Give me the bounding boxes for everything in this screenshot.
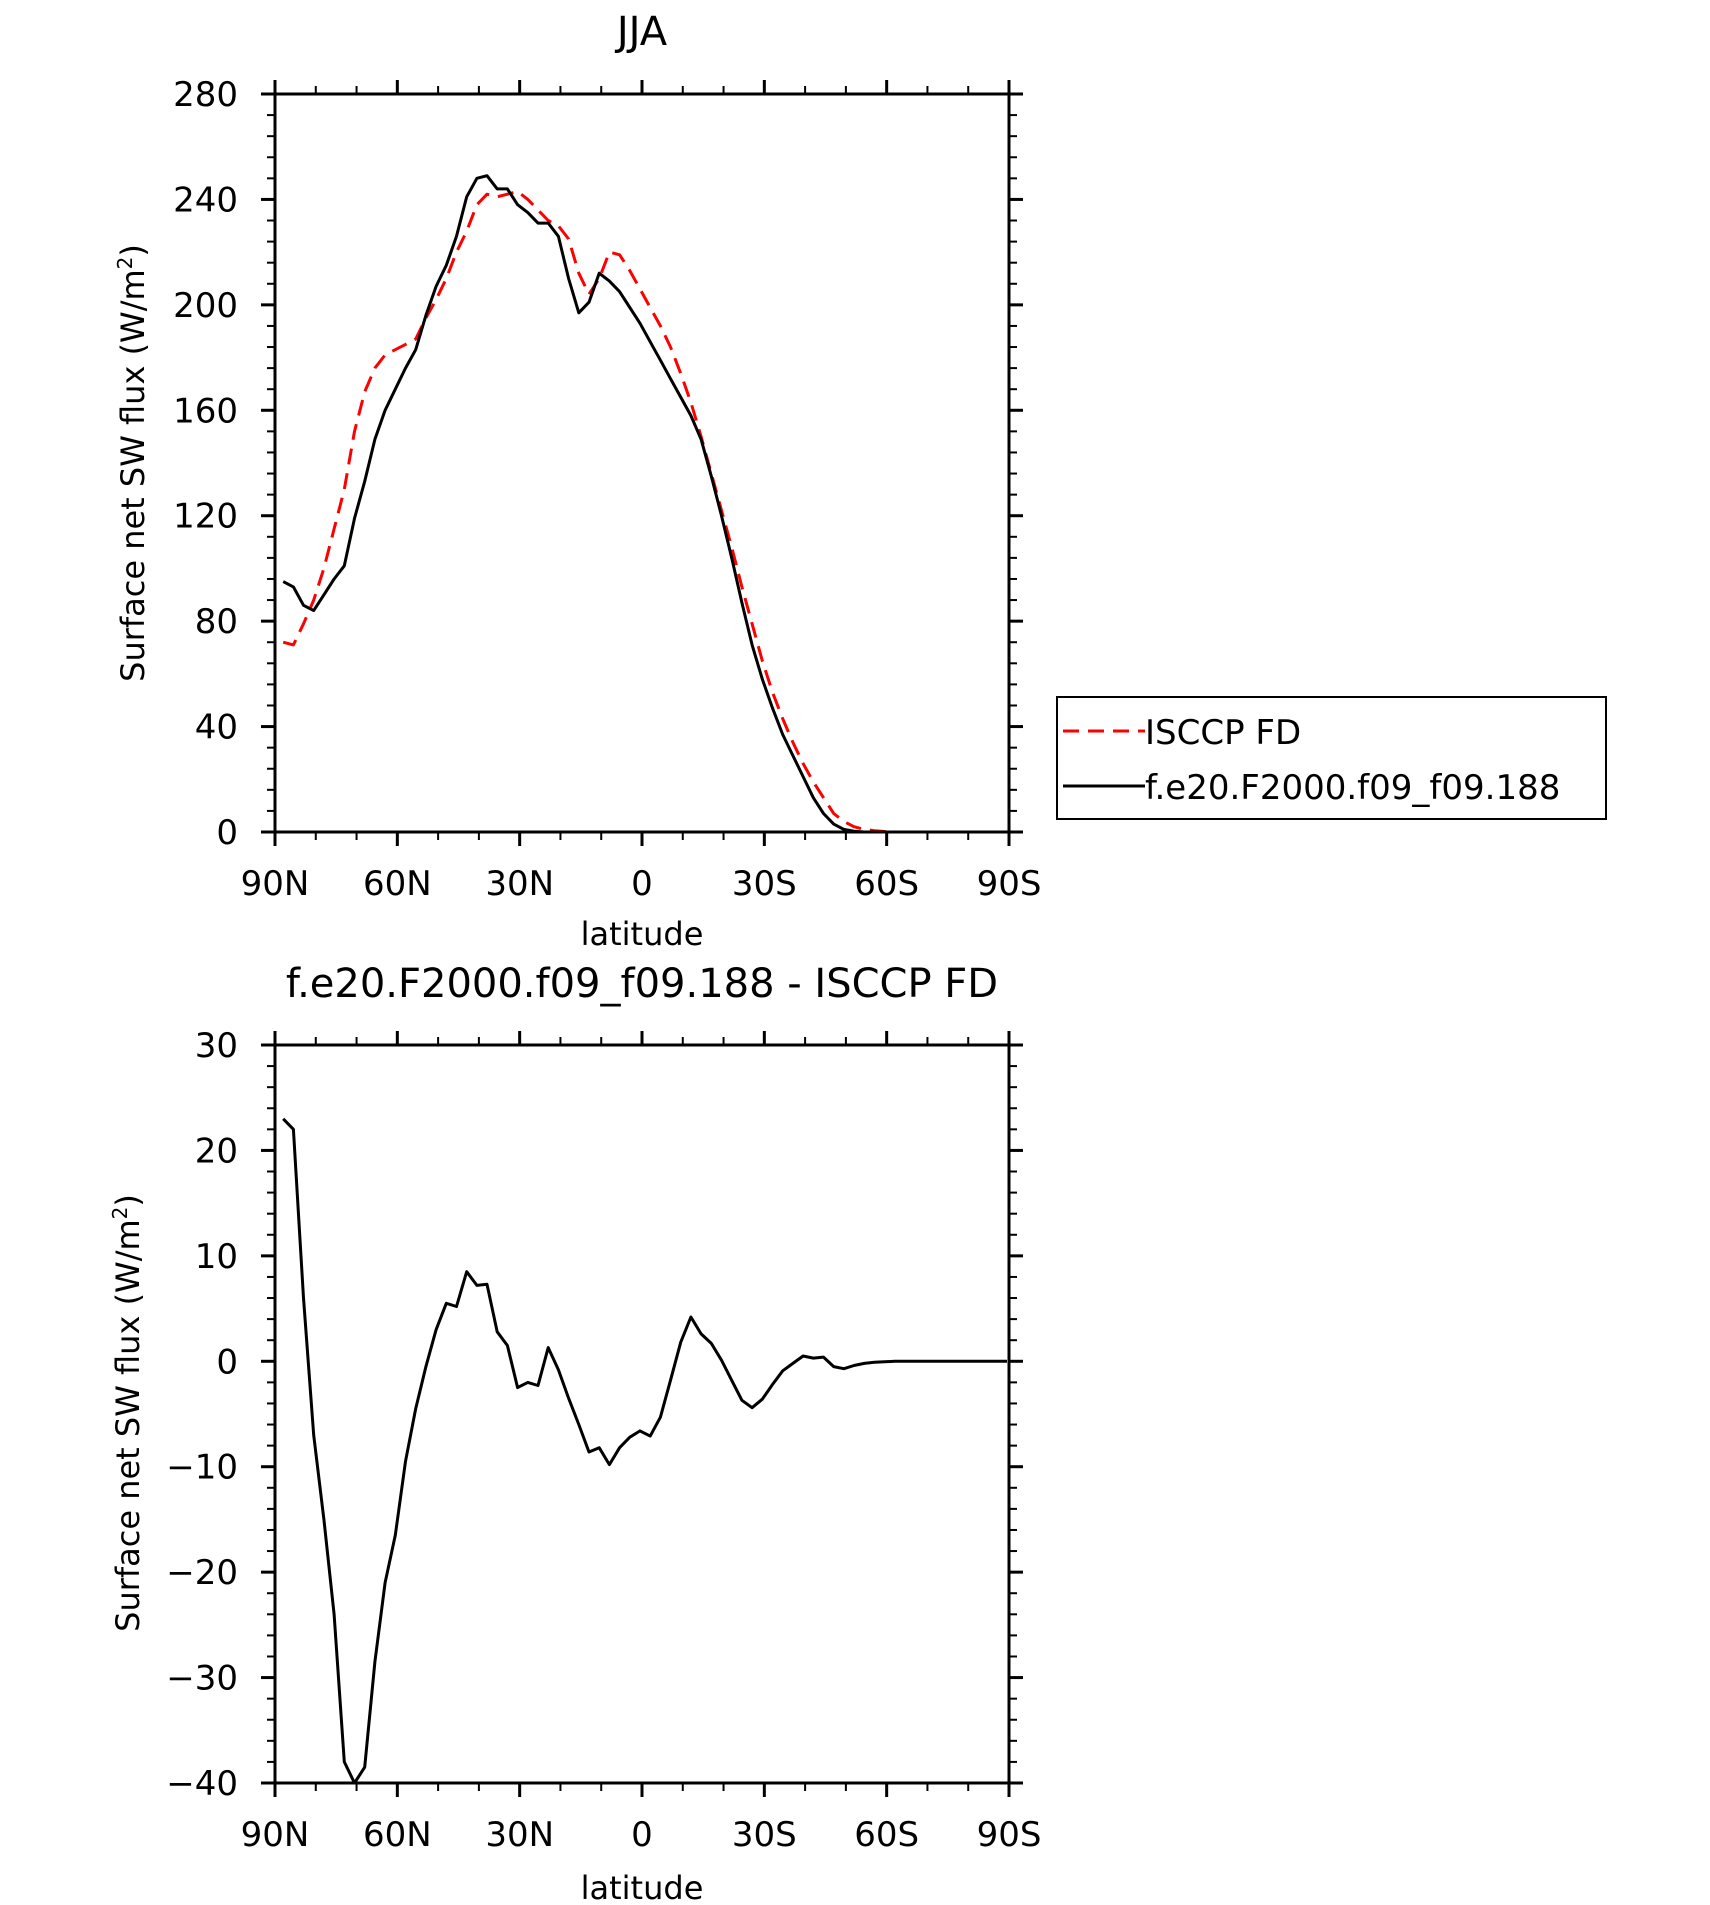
chart-title: f.e20.F2000.f09_f09.188 - ISCCP FD bbox=[286, 961, 998, 1007]
y-tick-label: −40 bbox=[166, 1764, 238, 1804]
chart-difference: f.e20.F2000.f09_f09.188 - ISCCP FD 90N 60… bbox=[108, 961, 1041, 1905]
x-tick-label: 90N bbox=[241, 864, 310, 904]
x-tick-label: 30N bbox=[485, 1815, 554, 1855]
y-tick-labels: −40 −30 −20 −10 0 10 20 30 bbox=[166, 1026, 238, 1804]
x-tick-labels: 90N 60N 30N 0 30S 60S 90S bbox=[241, 864, 1042, 904]
x-tick-label: 90S bbox=[977, 1815, 1042, 1855]
legend-label-isccp: ISCCP FD bbox=[1145, 713, 1301, 753]
y-tick-label: −10 bbox=[166, 1448, 238, 1488]
y-tick-label: 30 bbox=[195, 1026, 238, 1066]
y-tick-label: 120 bbox=[173, 497, 238, 537]
y-tick-label: −30 bbox=[166, 1659, 238, 1699]
y-tick-label: 240 bbox=[173, 180, 238, 220]
x-tick-label: 60S bbox=[854, 864, 919, 904]
plot-frame bbox=[273, 1043, 1011, 1785]
tick-marks bbox=[261, 80, 1023, 846]
x-tick-label: 60N bbox=[363, 1815, 432, 1855]
x-tick-label: 30N bbox=[485, 864, 554, 904]
x-tick-label: 60N bbox=[363, 864, 432, 904]
y-tick-label: 0 bbox=[216, 813, 238, 853]
y-axis-label: Surface net SW flux (W/m2) bbox=[108, 1194, 147, 1632]
y-tick-label: 160 bbox=[173, 391, 238, 431]
legend-box bbox=[1056, 696, 1607, 820]
y-tick-label: 80 bbox=[195, 602, 238, 642]
y-tick-labels: 0 40 80 120 160 200 240 280 bbox=[173, 75, 238, 853]
y-tick-label: 20 bbox=[195, 1131, 238, 1171]
tick-marks bbox=[261, 1031, 1023, 1797]
chart-jja: JJA 90N 60N 30N 0 30S 60S 90S 0 40 80 120 160 200 24… bbox=[113, 9, 1607, 953]
legend-label-model: f.e20.F2000.f09_f09.188 bbox=[1145, 768, 1560, 808]
y-axis-label: Surface net SW flux (W/m2) bbox=[113, 244, 152, 682]
x-tick-label: 30S bbox=[732, 864, 797, 904]
series-line-isccp-fd bbox=[282, 190, 1007, 834]
x-tick-labels: 90N 60N 30N 0 30S 60S 90S bbox=[241, 1815, 1042, 1855]
x-tick-label: 0 bbox=[631, 1815, 653, 1855]
chart-title: JJA bbox=[614, 9, 668, 55]
y-tick-label: 280 bbox=[173, 75, 238, 115]
x-axis-label: latitude bbox=[581, 1869, 704, 1905]
plot-frame bbox=[273, 92, 1011, 834]
x-tick-label: 90N bbox=[241, 1815, 310, 1855]
series-line-difference bbox=[282, 1117, 1007, 1785]
y-tick-label: 200 bbox=[173, 286, 238, 326]
y-tick-label: 0 bbox=[216, 1342, 238, 1382]
legend: ISCCP FD f.e20.F2000.f09_f09.188 bbox=[1056, 696, 1607, 820]
y-tick-label: 40 bbox=[195, 708, 238, 748]
x-tick-label: 0 bbox=[631, 864, 653, 904]
x-tick-label: 60S bbox=[854, 1815, 919, 1855]
series-lines bbox=[282, 1117, 1007, 1785]
x-tick-label: 90S bbox=[977, 864, 1042, 904]
x-axis-label: latitude bbox=[581, 915, 704, 953]
y-tick-label: −20 bbox=[166, 1553, 238, 1593]
series-line-f-e20-f2000-f09-f09-188 bbox=[282, 174, 1007, 834]
x-tick-label: 30S bbox=[732, 1815, 797, 1855]
series-lines bbox=[282, 174, 1007, 834]
y-tick-label: 10 bbox=[195, 1237, 238, 1277]
